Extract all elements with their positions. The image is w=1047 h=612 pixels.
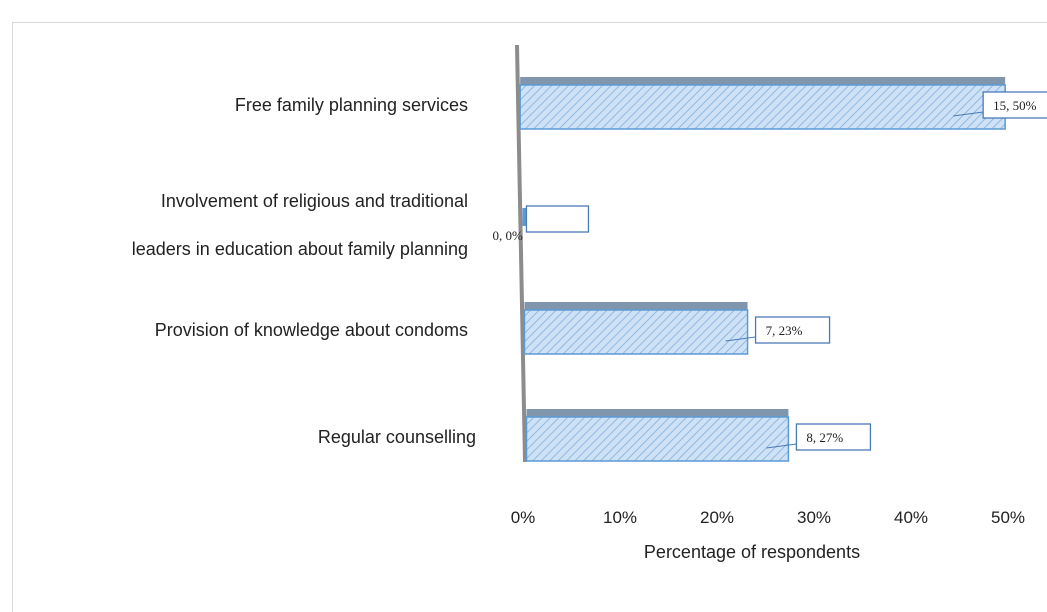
category-axis-line: [515, 44, 527, 463]
data-label-leader: [725, 336, 756, 342]
x-tick-label: 50%: [991, 508, 1025, 527]
x-axis-title: Percentage of respondents: [644, 542, 860, 562]
bar: [519, 84, 1006, 130]
bar-top-face: [526, 409, 789, 417]
x-tick-label: 0%: [511, 508, 536, 527]
chart-frame: [12, 22, 1047, 612]
category-label: leaders in education about family planni…: [132, 239, 468, 259]
x-tick-label: 40%: [894, 508, 928, 527]
data-label-box: [982, 91, 1047, 119]
bar: [522, 208, 527, 226]
data-label-box: [795, 423, 872, 451]
category-label: Regular counselling: [318, 427, 476, 447]
x-tick-label: 30%: [797, 508, 831, 527]
data-label: 0, 0%: [492, 228, 523, 243]
x-tick-label: 20%: [700, 508, 734, 527]
bar-top-face: [520, 77, 1006, 85]
category-label: Involvement of religious and traditional: [161, 191, 468, 211]
category-label: Provision of knowledge about condoms: [155, 320, 468, 340]
bar: [523, 309, 749, 355]
data-label: 8, 27%: [806, 430, 843, 445]
data-label-leader: [953, 111, 984, 117]
data-label-box: [525, 205, 590, 233]
bar: [525, 416, 790, 462]
bar-top-face: [524, 302, 748, 310]
data-label: 7, 23%: [766, 323, 803, 338]
category-label: Free family planning services: [235, 95, 468, 115]
data-label-leader: [766, 443, 797, 449]
data-label: 15, 50%: [993, 98, 1037, 113]
x-tick-label: 10%: [603, 508, 637, 527]
plot-area: Free family planning services 15, 50% Invo…: [132, 44, 1047, 527]
data-label-box: [754, 316, 831, 344]
